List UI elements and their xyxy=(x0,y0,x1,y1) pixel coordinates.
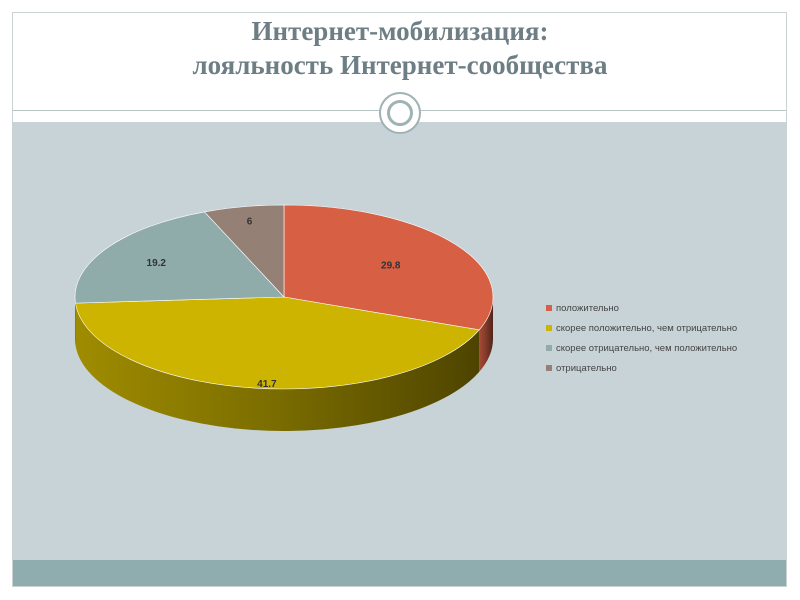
pie-slice-1 xyxy=(75,296,480,390)
legend-label-3: отрицательно xyxy=(556,362,617,374)
legend-item-1: скорее положительно, чем отрицательно xyxy=(546,318,737,338)
legend-item-2: скорее отрицательно, чем положительно xyxy=(546,338,737,358)
pie-slice-2 xyxy=(74,211,285,304)
legend-item-0: положительно xyxy=(546,298,737,318)
slide-title: Интернет-мобилизация: лояльность Интерне… xyxy=(0,14,800,82)
legend-swatch-1 xyxy=(546,325,552,331)
legend-label-1: скорее положительно, чем отрицательно xyxy=(556,322,738,334)
pie-slice-0 xyxy=(283,204,494,331)
legend-item-3: отрицательно xyxy=(546,358,737,378)
legend-label-0: положительно xyxy=(556,302,619,314)
data-label-3: 6 xyxy=(247,216,253,227)
pie-data-labels: 29.8 41.7 19.2 6 xyxy=(147,216,401,390)
legend-swatch-0 xyxy=(546,305,552,311)
slide-title-line-1: Интернет-мобилизация: xyxy=(251,16,549,46)
data-label-1: 41.7 xyxy=(257,379,277,390)
slide-title-line-2: лояльность Интернет-сообщества xyxy=(192,50,608,80)
legend-label-2: скорее отрицательно, чем положительно xyxy=(556,342,738,354)
circle-ornament-inner xyxy=(387,100,413,126)
pie-slice-3 xyxy=(203,204,285,298)
pie-side-1 xyxy=(75,303,480,431)
legend-swatch-2 xyxy=(546,345,552,351)
legend-swatch-3 xyxy=(546,365,552,371)
pie-side-walls xyxy=(75,297,493,431)
pie-top-faces xyxy=(74,204,494,390)
circle-ornament-icon xyxy=(379,92,421,134)
pie-side-0 xyxy=(479,297,493,372)
data-label-2: 19.2 xyxy=(147,258,167,269)
data-label-0: 29.8 xyxy=(381,261,401,272)
footer-bar xyxy=(13,560,786,586)
chart-legend: положительно скорее положительно, чем отр… xyxy=(546,298,737,378)
